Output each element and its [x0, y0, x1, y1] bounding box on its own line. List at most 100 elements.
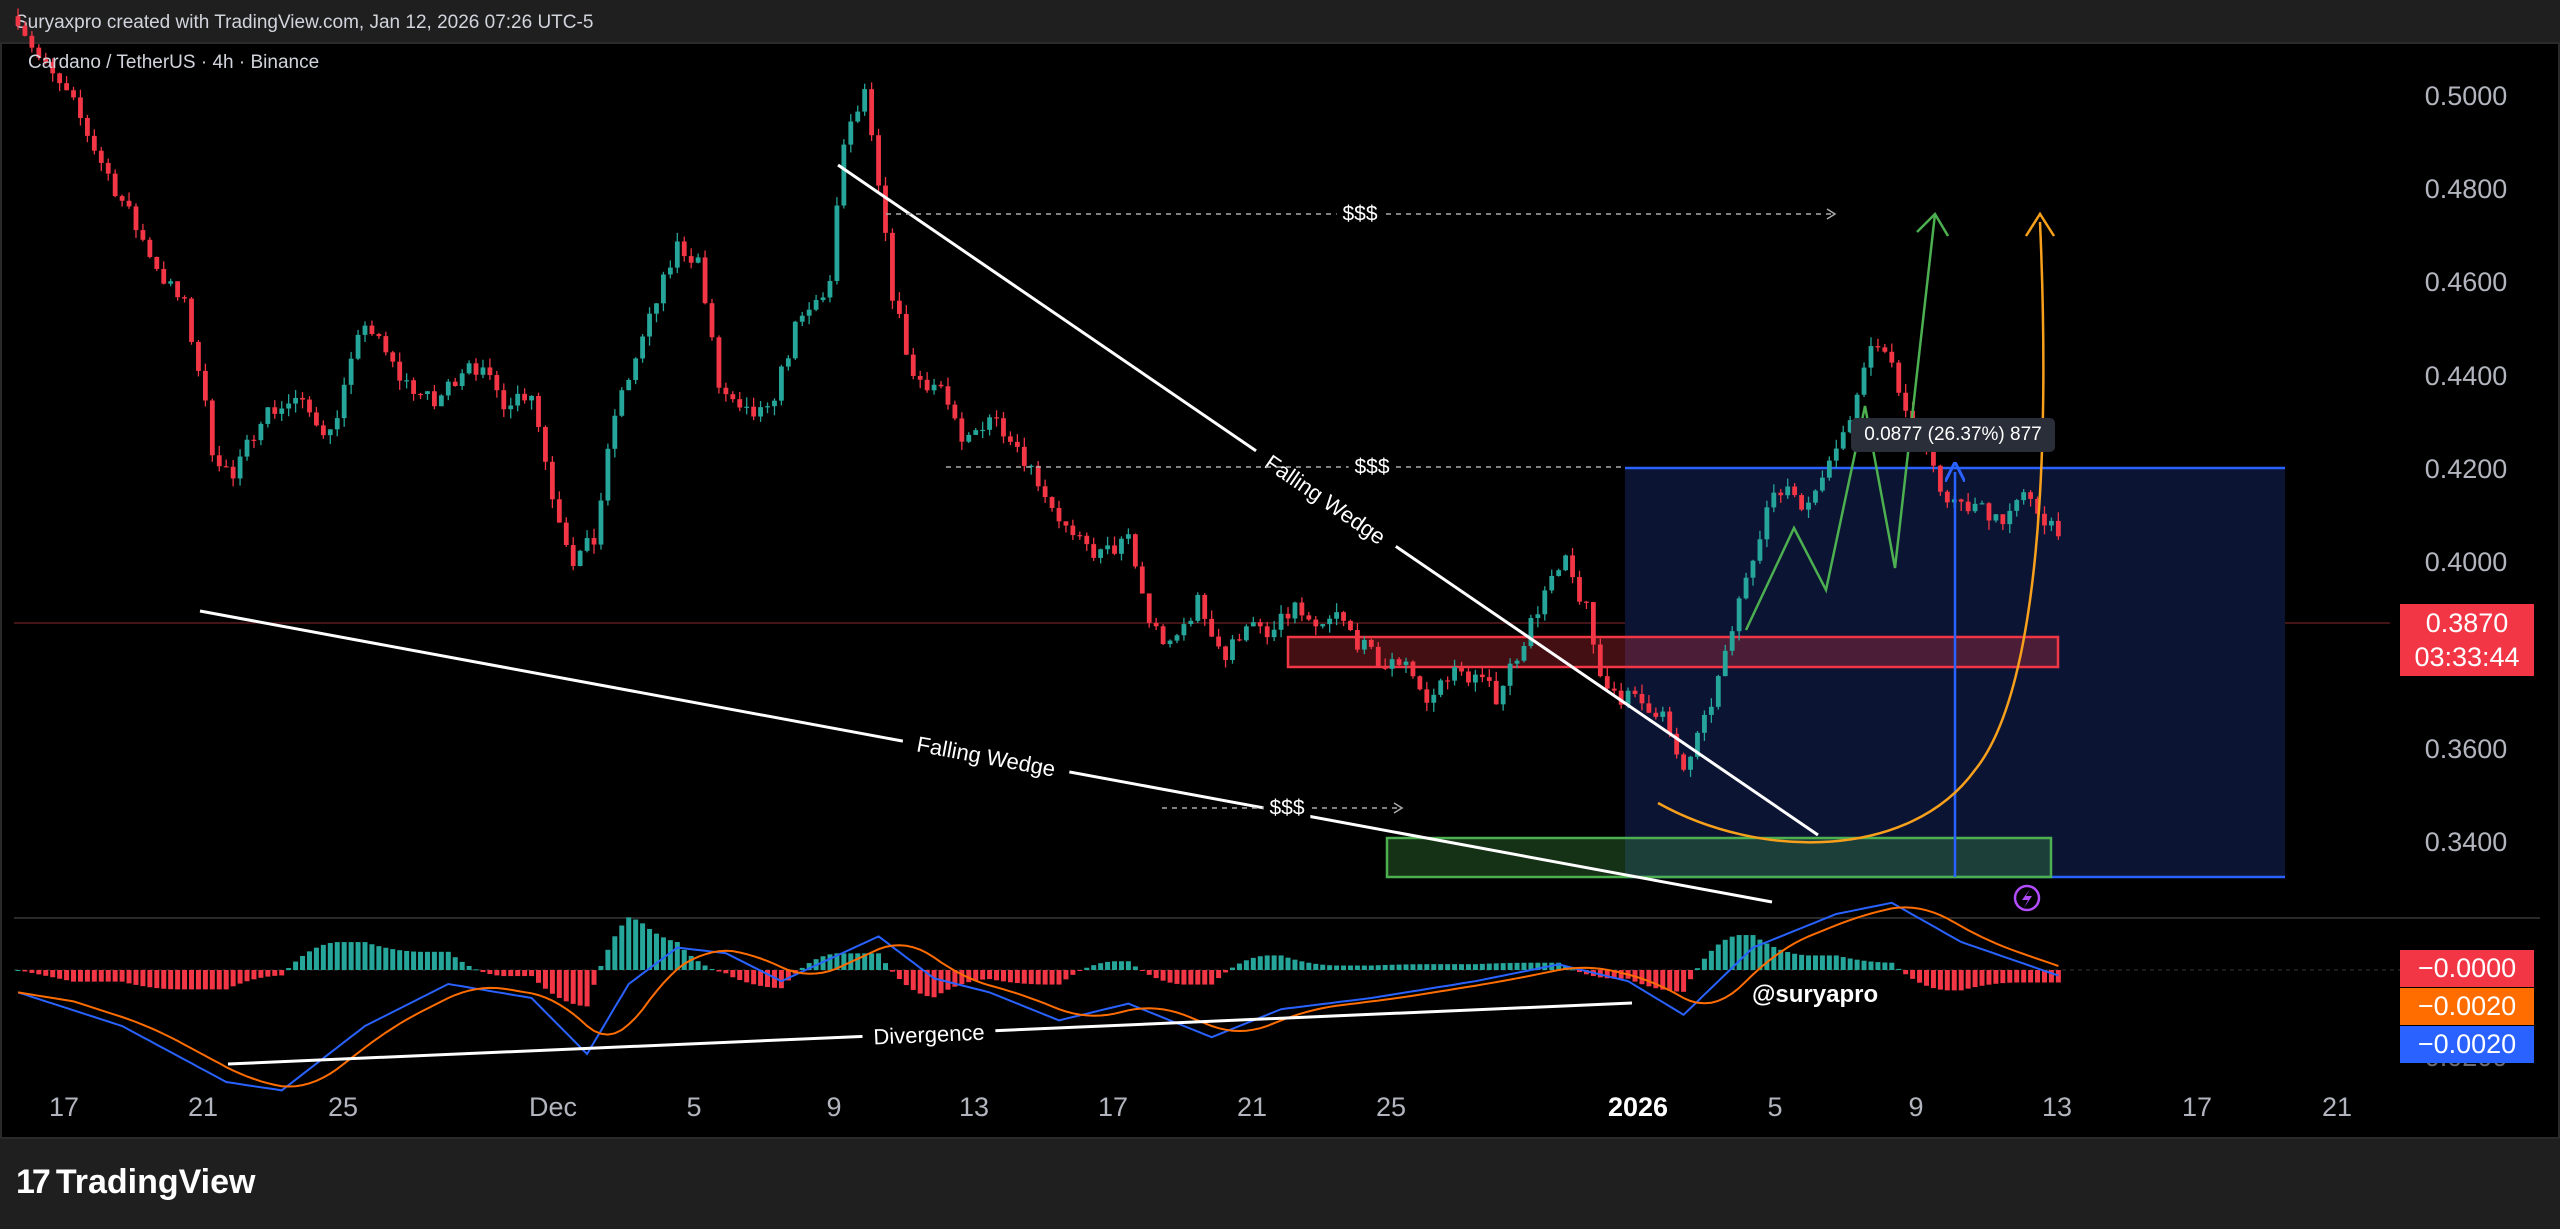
candle-body: [1778, 492, 1784, 496]
histogram-bar: [77, 970, 83, 982]
histogram-bar: [230, 970, 236, 987]
histogram-bar: [1375, 965, 1381, 970]
histogram-bar: [2028, 970, 2034, 983]
candle-body: [1348, 620, 1353, 630]
histogram-bar: [1875, 962, 1881, 970]
candle-body: [64, 83, 69, 91]
histogram-bar: [660, 937, 666, 970]
histogram-bar: [737, 970, 743, 981]
histogram-bar: [730, 970, 736, 978]
histogram-bar: [348, 942, 354, 970]
candle-body: [341, 384, 347, 419]
candle-body: [1132, 534, 1138, 567]
histogram-bar: [487, 970, 493, 975]
histogram-bar: [1486, 963, 1492, 970]
tradingview-logo[interactable]: 17 TradingView: [16, 1163, 255, 1202]
histogram-bar: [1764, 943, 1770, 970]
macd-panel: [15, 901, 2061, 1092]
histogram-bar: [1077, 970, 1083, 971]
candles: [15, 8, 2061, 777]
candle-body: [1001, 418, 1006, 437]
histogram-bar: [362, 942, 368, 970]
histogram-bar: [168, 970, 174, 990]
histogram-bar: [785, 970, 791, 981]
candle-body: [1549, 575, 1555, 591]
candle-body: [147, 239, 153, 258]
candle-body: [2042, 513, 2047, 526]
histogram-bar: [1091, 965, 1097, 970]
attribution-bar: Suryaxpro created with TradingView.com, …: [0, 0, 2560, 42]
wedge-upper-label-bg: [1248, 438, 1405, 557]
histogram-bar: [1896, 968, 1902, 970]
candle-body: [772, 400, 777, 407]
histogram-bar: [147, 970, 153, 988]
histogram-bar: [1368, 965, 1374, 970]
wedge-lower-label: Falling Wedge: [915, 731, 1057, 781]
candle-body: [1820, 477, 1825, 491]
histogram-bar: [334, 942, 340, 970]
histogram-bar: [1431, 964, 1437, 970]
histogram-bar: [508, 970, 514, 977]
histogram-bar: [29, 970, 35, 973]
candle-body: [466, 363, 472, 374]
histogram-bar: [265, 970, 271, 977]
candle-body: [265, 407, 271, 424]
histogram-bar: [237, 970, 243, 984]
histogram-bar: [1826, 955, 1832, 970]
histogram-bar: [1000, 970, 1006, 982]
histogram-bar: [1264, 955, 1270, 970]
candle-body: [1355, 629, 1360, 650]
candle-body: [223, 466, 229, 468]
histogram-bar: [1917, 970, 1923, 983]
histogram-bar: [1507, 962, 1513, 970]
candle-body: [994, 417, 999, 419]
histogram-bar: [1729, 936, 1735, 970]
candle-body: [779, 366, 784, 401]
histogram-bar: [1389, 964, 1395, 970]
liquidity-label-mid-group: $$$: [1348, 451, 1396, 479]
histogram-bar: [723, 970, 729, 974]
histogram-bar: [1951, 970, 1957, 991]
candle-body: [209, 400, 215, 456]
candle-body: [2049, 520, 2054, 526]
candle-body: [2014, 500, 2020, 511]
candle-body: [688, 256, 694, 263]
histogram-bar: [1105, 961, 1111, 970]
candle-body: [973, 430, 979, 435]
candle-body: [1243, 626, 1249, 641]
histogram-bar: [341, 942, 347, 970]
liquidity-label-mid-bg: [1348, 451, 1396, 478]
candle-body: [515, 393, 521, 406]
y-tick-label: 0.4800: [2425, 174, 2508, 204]
candle-body: [1098, 549, 1104, 558]
candle-body: [1611, 688, 1617, 691]
candle-body: [1403, 661, 1409, 665]
candle-body: [1639, 693, 1645, 704]
candle-body: [1903, 392, 1909, 411]
histogram-bar: [688, 955, 694, 970]
candle-body: [716, 337, 722, 388]
histogram-bar: [556, 970, 562, 998]
histogram-bar: [182, 970, 188, 990]
histogram-bar: [1653, 970, 1659, 989]
projection-path-green: [1744, 213, 1937, 631]
histogram-bar: [1556, 962, 1562, 970]
candle-body: [785, 358, 791, 367]
histogram-bar: [1063, 970, 1069, 980]
candle-body: [1667, 711, 1673, 734]
candle-body: [216, 455, 222, 467]
histogram-bar: [667, 940, 673, 970]
histogram-bar: [1757, 939, 1763, 970]
histogram-bar: [57, 970, 63, 979]
histogram-bar: [1500, 963, 1506, 970]
zones: [1286, 466, 2285, 879]
histogram-bar: [2021, 970, 2027, 983]
histogram-bar: [973, 970, 979, 981]
histogram-bar: [216, 970, 222, 990]
histogram-bar: [397, 950, 403, 970]
histogram-bar: [889, 970, 895, 972]
candle-body: [1084, 535, 1090, 545]
histogram-bar: [1257, 956, 1263, 970]
histogram-bar: [1833, 955, 1839, 970]
